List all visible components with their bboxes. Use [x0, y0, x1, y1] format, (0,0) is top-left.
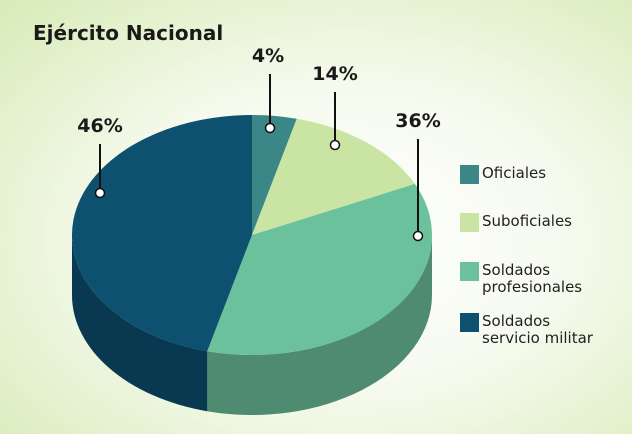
leader-dot	[94, 187, 106, 199]
chart-title: Ejército Nacional	[33, 21, 223, 45]
legend-swatch	[460, 165, 479, 184]
leader-dot	[412, 230, 424, 242]
leader-dot	[329, 139, 341, 151]
legend-label: Soldados servicio militar	[482, 312, 593, 347]
leader-dot	[264, 122, 276, 134]
value-label: 4%	[252, 45, 284, 67]
slice	[252, 118, 415, 235]
legend-swatch	[460, 213, 479, 232]
legend-label: Suboficiales	[482, 212, 572, 230]
slice	[252, 115, 297, 235]
legend-swatch	[460, 262, 479, 281]
slice	[71, 115, 253, 352]
side-shade	[72, 235, 208, 412]
value-label: 14%	[312, 63, 357, 85]
legend-label: Soldados profesionales	[482, 261, 583, 296]
slice-side	[72, 235, 208, 412]
slice-side	[207, 235, 432, 416]
slice	[207, 183, 432, 355]
value-label: 46%	[77, 115, 122, 137]
legend-swatch	[460, 313, 479, 332]
legend-label: Oficiales	[482, 164, 547, 182]
side-shade	[207, 235, 432, 416]
value-label: 36%	[395, 110, 440, 132]
